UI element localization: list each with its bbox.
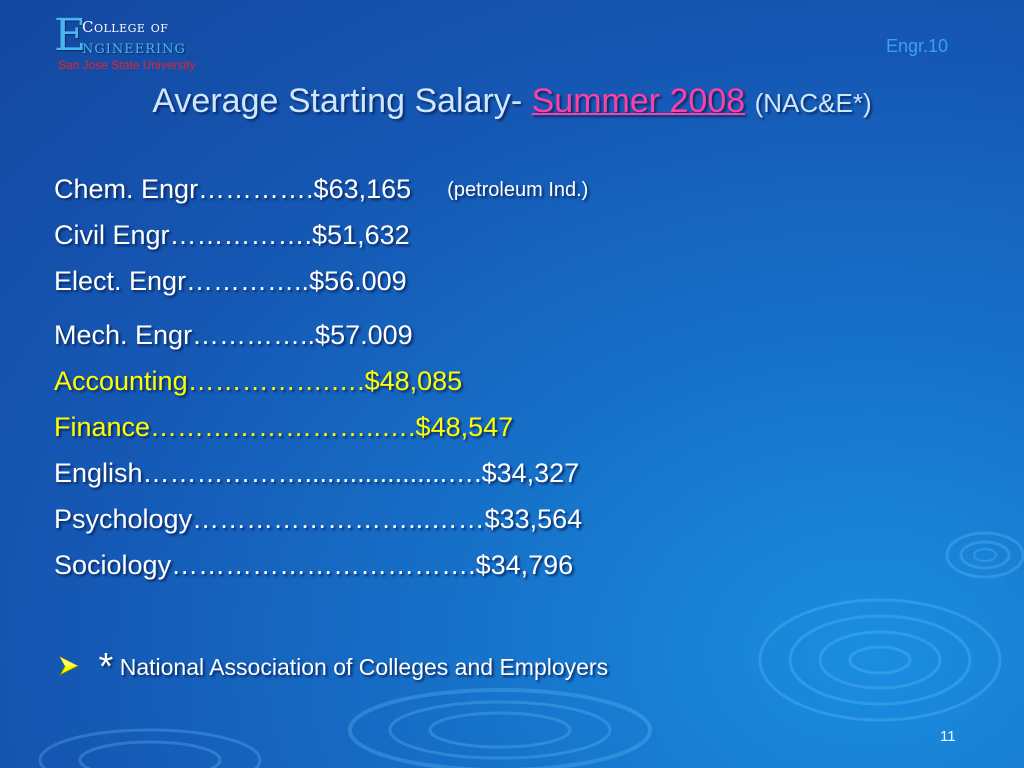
salary-item-finance: Finance……………………..….$48,547 — [54, 410, 588, 456]
logo-college-text: College of — [82, 18, 169, 36]
salary-item-text: Civil Engr…………….$51,632 — [54, 220, 410, 250]
arrow-bullet-icon — [58, 655, 80, 677]
salary-item-mech: Mech. Engr…………..$57.009 — [54, 318, 588, 364]
salary-item-chem: Chem. Engr………….$63,165 (petroleum Ind.) — [54, 172, 588, 218]
college-logo: E College of ngineering San Jose State U… — [52, 14, 252, 76]
footnote-text: National Association of Colleges and Emp… — [119, 654, 609, 680]
salary-item-text: Chem. Engr………….$63,165 — [54, 174, 412, 204]
salary-item-text: Mech. Engr…………..$57.009 — [54, 320, 413, 350]
salary-item-elect: Elect. Engr…………..$56.009 — [54, 264, 588, 310]
course-label: Engr.10 — [885, 36, 948, 56]
logo-letter: E — [54, 10, 87, 61]
salary-item-civil: Civil Engr…………….$51,632 — [54, 218, 588, 264]
footnote: * National Association of Colleges and E… — [58, 646, 608, 689]
salary-item-text: Psychology……………………...……$33,564 — [54, 504, 583, 534]
salary-list: Chem. Engr………….$63,165 (petroleum Ind.) C… — [54, 172, 588, 594]
salary-item-text: English………………...................….$34,32… — [54, 458, 580, 488]
salary-item-accounting: Accounting…………….….$48,085 — [54, 364, 588, 410]
salary-item-english: English………………...................….$34,32… — [54, 456, 588, 502]
title-suffix: (NAC&E*) — [754, 88, 872, 118]
footnote-star: * — [98, 646, 114, 688]
salary-item-text: Finance……………………..….$48,547 — [54, 412, 514, 442]
title-highlight: Summer 2008 — [531, 82, 746, 120]
slide-title: Average Starting Salary- Summer 2008 (NA… — [0, 82, 1024, 121]
salary-item-sociology: Sociology…………………………….$34,796 — [54, 548, 588, 594]
logo-university-text: San Jose State University — [58, 58, 196, 72]
salary-item-psychology: Psychology……………………...……$33,564 — [54, 502, 588, 548]
logo-engineering-text: ngineering — [82, 36, 186, 58]
salary-item-text: Elect. Engr…………..$56.009 — [54, 266, 407, 296]
salary-item-note: (petroleum Ind.) — [447, 179, 589, 201]
salary-item-text: Sociology…………………………….$34,796 — [54, 550, 574, 580]
page-number: 11 — [940, 728, 956, 745]
title-prefix: Average Starting Salary- — [152, 82, 523, 120]
salary-item-text: Accounting…………….….$48,085 — [54, 366, 463, 396]
